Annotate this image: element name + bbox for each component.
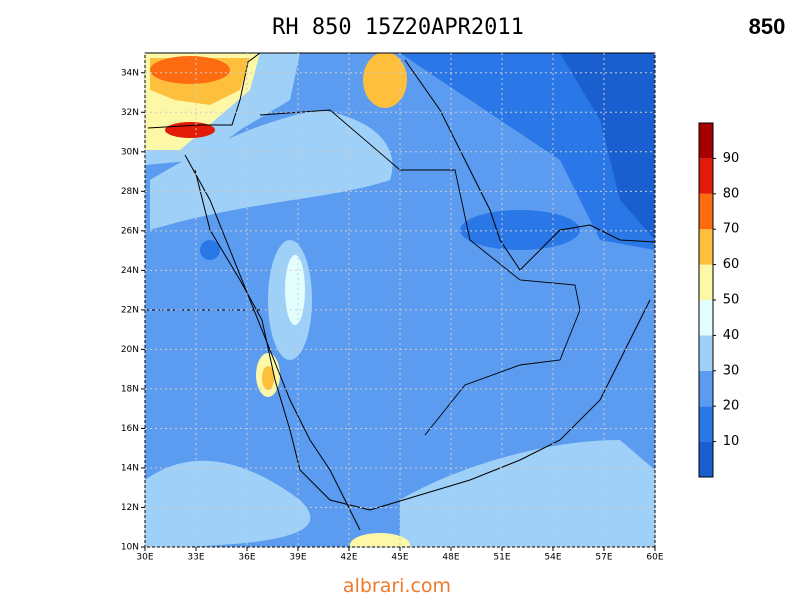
x-tick-label: 45E	[391, 553, 408, 563]
x-tick-label: 36E	[238, 553, 255, 563]
rh-region	[350, 533, 410, 547]
y-tick-label: 28N	[121, 187, 139, 197]
rh-region	[363, 53, 407, 108]
x-tick-label: 30E	[136, 553, 153, 563]
coastline	[369, 299, 651, 511]
x-tick-label: 51E	[493, 553, 510, 563]
colorbar-bin	[699, 123, 713, 159]
colorbar-bin	[699, 300, 713, 336]
rh-region	[560, 53, 655, 240]
axes: 30E 33E 36E 39E 42E 45E 48E 51E 54E 57E 60E 10N 12N 1…	[121, 68, 664, 562]
colorbar-bin	[699, 335, 713, 371]
x-tick-label: 39E	[289, 553, 306, 563]
footer-text: albrari.com	[343, 575, 451, 597]
grid	[144, 53, 656, 548]
rh-field	[145, 53, 655, 547]
y-tick-label: 26N	[121, 226, 139, 236]
y-tick-label: 20N	[121, 345, 139, 355]
map-title: RH 850 15Z20APR2011	[272, 15, 524, 40]
x-tick-label: 48E	[442, 553, 459, 563]
y-tick-label: 30N	[121, 147, 139, 157]
rh-region	[150, 56, 230, 84]
colorbar-label: 80	[723, 186, 740, 201]
rh-region	[285, 255, 305, 325]
colorbar-label: 70	[723, 222, 740, 237]
colorbar-bin	[699, 370, 713, 407]
x-tick-label: 33E	[187, 553, 204, 563]
y-tick-label: 24N	[121, 266, 139, 276]
colorbar-bin	[699, 441, 713, 477]
coastline	[404, 59, 655, 271]
colorbar-bin	[699, 264, 713, 300]
coastline	[184, 154, 361, 531]
y-tick-label: 22N	[121, 305, 139, 315]
rh-region	[262, 366, 274, 390]
rh-region	[200, 240, 220, 260]
y-tick-label: 18N	[121, 384, 139, 394]
x-tick-label: 57E	[595, 553, 612, 563]
y-tick-label: 10N	[121, 543, 139, 553]
colorbar-label: 60	[723, 257, 740, 272]
coastline	[194, 169, 371, 511]
y-tick-label: 14N	[121, 463, 139, 473]
colorbar-bin	[699, 229, 713, 265]
rh-region	[150, 110, 393, 230]
x-tick-label: 42E	[340, 553, 357, 563]
colorbar-label: 90	[723, 151, 740, 166]
y-tick-label: 12N	[121, 503, 139, 513]
y-tick-label: 34N	[121, 68, 139, 78]
rh-region	[145, 460, 311, 547]
x-tick-label: 54E	[544, 553, 561, 563]
x-tick-label: 60E	[646, 553, 663, 563]
colorbar-label: 10	[723, 434, 740, 449]
colorbar-bin	[699, 158, 713, 194]
colorbar-label: 50	[723, 293, 740, 308]
y-tick-label: 32N	[121, 108, 139, 118]
rh-region	[165, 122, 215, 138]
colorbar-label: 20	[723, 399, 740, 414]
colorbar-bin	[699, 193, 713, 230]
colorbar-label: 40	[723, 328, 740, 343]
colorbar: 10 20 30 40 50 60 70 80 90	[698, 122, 740, 478]
colorbar-label: 30	[723, 363, 740, 378]
rh-region	[400, 440, 655, 547]
colorbar-bin	[699, 406, 713, 442]
y-tick-label: 16N	[121, 424, 139, 434]
border	[259, 109, 581, 436]
level-label: 850	[749, 14, 786, 39]
